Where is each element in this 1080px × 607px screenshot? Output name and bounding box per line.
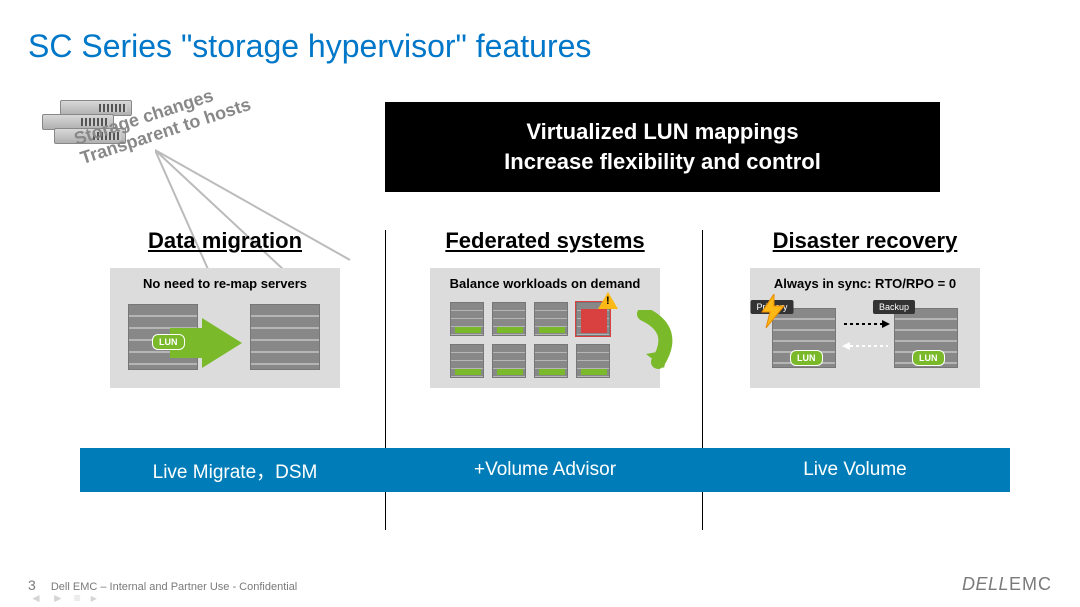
backup-label: Backup (873, 300, 915, 314)
warning-icon (598, 292, 618, 309)
column-disaster-recovery: Disaster recovery Always in sync: RTO/RP… (720, 228, 1010, 388)
lun-badge-backup: LUN (912, 350, 945, 366)
sync-arrows-icon (842, 316, 890, 356)
lun-badge-primary: LUN (790, 350, 823, 366)
column-federated: Federated systems Balance workloads on d… (400, 228, 690, 388)
callout-text: Storage changes Transparent to hosts (72, 76, 254, 169)
column-data-migration: Data migration No need to re-map servers… (80, 228, 370, 388)
nav-play-icon[interactable]: ▸ (91, 591, 97, 605)
nav-icons[interactable]: ◄ ► ≡ ▸ (30, 591, 97, 605)
nav-menu-icon[interactable]: ≡ (74, 591, 81, 605)
bar-cell-2: +Volume Advisor (390, 448, 700, 492)
banner-line1: Virtualized LUN mappings (385, 119, 940, 145)
col1-caption: No need to re-map servers (110, 276, 340, 291)
nav-prev-icon[interactable]: ◄ (30, 591, 42, 605)
page-title: SC Series "storage hypervisor" features (28, 28, 591, 65)
col3-diagram: Always in sync: RTO/RPO = 0 Primary LUN … (750, 268, 980, 388)
col1-diagram: No need to re-map servers LUN (110, 268, 340, 388)
solution-bar: Live Migrate，DSM +Volume Advisor Live Vo… (80, 448, 1010, 492)
col3-heading: Disaster recovery (720, 228, 1010, 254)
col2-heading: Federated systems (400, 228, 690, 254)
banner: Virtualized LUN mappings Increase flexib… (385, 102, 940, 192)
banner-line2: Increase flexibility and control (385, 149, 940, 175)
col3-caption: Always in sync: RTO/RPO = 0 (750, 276, 980, 291)
col1-heading: Data migration (80, 228, 370, 254)
lun-badge: LUN (152, 334, 185, 350)
col2-caption: Balance workloads on demand (430, 276, 660, 291)
curved-arrow-icon (634, 310, 682, 370)
bar-cell-1: Live Migrate，DSM (80, 448, 390, 492)
dell-emc-logo: DELLEMC (962, 574, 1052, 595)
nav-next-icon[interactable]: ► (52, 591, 64, 605)
bar-cell-3: Live Volume (700, 448, 1010, 492)
col2-diagram: Balance workloads on demand (430, 268, 660, 388)
lightning-icon (760, 294, 786, 328)
